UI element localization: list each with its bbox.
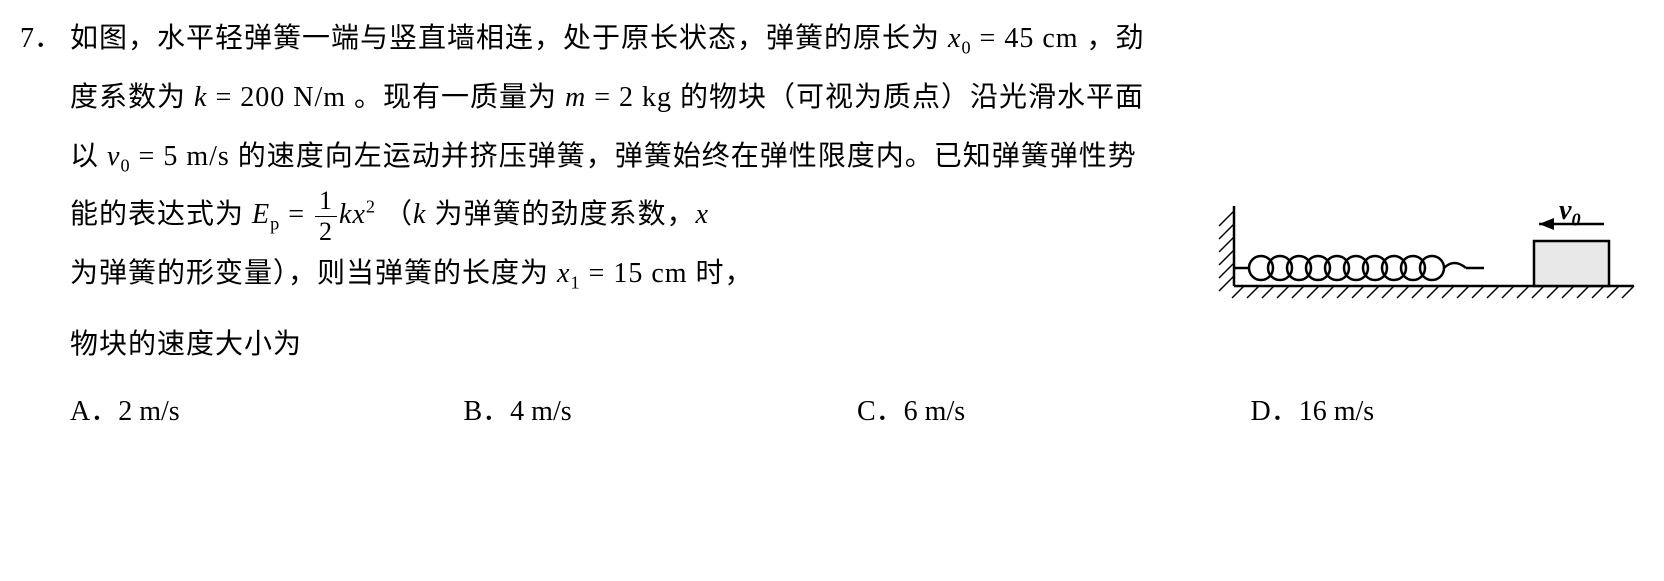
line-1: 如图，水平轻弹簧一端与竖直墙相连，处于原长状态，弹簧的原长为 x0 = 45 c… <box>70 10 1644 69</box>
var-x: x <box>352 199 365 230</box>
equals: = <box>280 199 313 230</box>
line-text-block: 能的表达式为 Ep = 12kx2 （k 为弹簧的劲度系数，x 为弹簧的形变量）… <box>70 186 1184 304</box>
problem-number: 7． <box>20 10 70 69</box>
option-b: B．4 m/s <box>464 383 858 442</box>
text: （ <box>376 199 413 230</box>
text: 能的表达式为 <box>70 199 252 230</box>
line-2: 度系数为 k = 200 N/m 。现有一质量为 m = 2 kg 的物块（可视… <box>70 69 1644 128</box>
spring-coils <box>1249 256 1444 280</box>
eq-45: = 45 cm ，劲 <box>972 23 1145 54</box>
v-var: v <box>1559 195 1571 226</box>
line-4-5-with-figure: 能的表达式为 Ep = 12kx2 （k 为弹簧的劲度系数，x 为弹簧的形变量）… <box>70 186 1644 316</box>
numerator: 1 <box>315 188 337 217</box>
problem-body: 如图，水平轻弹簧一端与竖直墙相连，处于原长状态，弹簧的原长为 x0 = 45 c… <box>70 10 1644 442</box>
fraction-half: 12 <box>315 188 337 245</box>
spring-tail <box>1444 263 1466 268</box>
var-k2: k <box>413 199 426 230</box>
text: 如图，水平轻弹簧一端与竖直墙相连，处于原长状态，弹簧的原长为 <box>70 23 948 54</box>
text: 以 <box>70 141 107 172</box>
sub-0: 0 <box>961 38 971 58</box>
wall-hatching <box>1219 211 1234 291</box>
sub-0: 0 <box>120 155 130 175</box>
v0-label: v0 <box>1559 182 1581 241</box>
text: 为弹簧的形变量），则当弹簧的长度为 <box>70 258 557 289</box>
var-k: k <box>194 82 207 113</box>
v-sub: 0 <box>1571 210 1580 230</box>
var-x0: x <box>948 23 961 54</box>
option-c: C．6 m/s <box>857 383 1251 442</box>
var-k: k <box>339 199 352 230</box>
eq-200: = 200 N/m 。现有一质量为 <box>207 82 565 113</box>
text: 度系数为 <box>70 82 194 113</box>
sub-1: 1 <box>570 273 580 293</box>
sub-p: p <box>270 214 280 234</box>
velocity-arrow-head <box>1539 218 1554 230</box>
text: 为弹簧的劲度系数， <box>426 199 695 230</box>
line-4: 能的表达式为 Ep = 12kx2 （k 为弹簧的劲度系数，x <box>70 186 1184 245</box>
var-Ep: E <box>252 199 270 230</box>
eq-15: = 15 cm 时， <box>581 258 754 289</box>
var-v0: v <box>107 141 120 172</box>
line-6: 物块的速度大小为 <box>70 316 1644 375</box>
line-5: 为弹簧的形变量），则当弹簧的长度为 x1 = 15 cm 时， <box>70 245 1184 304</box>
physics-figure: v0 <box>1204 176 1644 316</box>
var-m: m <box>565 82 586 113</box>
eq-5: = 5 m/s 的速度向左运动并挤压弹簧，弹簧始终在弹性限度内。已知弹簧弹性势 <box>131 141 1137 172</box>
ground-hatching <box>1232 286 1634 298</box>
problem-container: 7． 如图，水平轻弹簧一端与竖直墙相连，处于原长状态，弹簧的原长为 x0 = 4… <box>20 10 1644 442</box>
option-a: A．2 m/s <box>70 383 464 442</box>
block <box>1534 241 1609 286</box>
options-row: A．2 m/s B．4 m/s C．6 m/s D．16 m/s <box>70 383 1644 442</box>
sup-2: 2 <box>366 197 376 217</box>
var-x1: x <box>557 258 570 289</box>
eq-2kg: = 2 kg 的物块（可视为质点）沿光滑水平面 <box>586 82 1144 113</box>
denominator: 2 <box>315 217 337 245</box>
var-x2: x <box>695 199 708 230</box>
option-d: D．16 m/s <box>1251 383 1645 442</box>
text: 物块的速度大小为 <box>70 329 302 360</box>
